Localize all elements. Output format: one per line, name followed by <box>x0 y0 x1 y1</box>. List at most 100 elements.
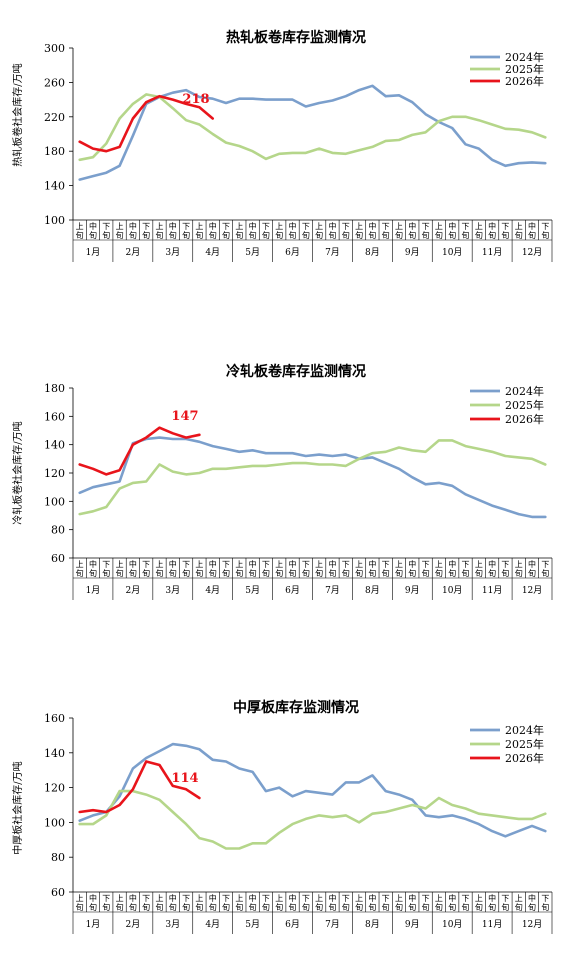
x-tick-label-xun: 中 <box>129 893 137 903</box>
x-tick-label-xun: 上 <box>475 560 483 569</box>
x-tick-label-xun: 中 <box>368 559 376 569</box>
x-tick-label-month: 1月 <box>86 919 101 930</box>
x-tick-label-xun: 旬 <box>515 230 523 240</box>
x-tick-label-xun: 上 <box>475 894 483 903</box>
x-tick-label-xun: 旬 <box>541 230 549 240</box>
x-tick-label-xun: 下 <box>222 894 230 903</box>
x-tick-label-xun: 上 <box>235 222 243 231</box>
y-tick-label: 80 <box>51 851 65 864</box>
x-tick-label-month: 8月 <box>365 585 380 596</box>
x-tick-label-xun: 中 <box>488 893 496 903</box>
x-tick-label-xun: 旬 <box>355 568 363 578</box>
x-tick-label-xun: 旬 <box>355 230 363 240</box>
x-tick-label-month: 8月 <box>365 919 380 930</box>
x-tick-label-xun: 旬 <box>235 568 243 578</box>
x-tick-label-xun: 旬 <box>102 230 110 240</box>
x-tick-label-month: 7月 <box>325 247 340 258</box>
x-tick-label-xun: 旬 <box>355 902 363 912</box>
x-tick-label-xun: 旬 <box>395 568 403 578</box>
x-tick-label-xun: 旬 <box>315 568 323 578</box>
x-tick-label-xun: 上 <box>395 894 403 903</box>
x-tick-label-xun: 旬 <box>342 230 350 240</box>
x-tick-label-month: 6月 <box>285 585 300 596</box>
x-tick-label-xun: 旬 <box>195 902 203 912</box>
legend-label-2024: 2024年 <box>505 384 544 398</box>
x-tick-label-xun: 中 <box>289 559 297 569</box>
x-tick-label-xun: 旬 <box>182 230 190 240</box>
x-tick-label-xun: 旬 <box>462 230 470 240</box>
series-line-2025 <box>78 789 547 850</box>
x-tick-label-xun: 旬 <box>395 902 403 912</box>
x-tick-label-xun: 下 <box>142 560 150 569</box>
y-tick-label: 100 <box>44 214 65 227</box>
x-tick-label-xun: 上 <box>76 222 84 231</box>
y-tick-label: 120 <box>44 467 65 480</box>
x-tick-label-xun: 上 <box>515 222 523 231</box>
x-tick-label-xun: 下 <box>541 894 549 903</box>
y-tick-label: 300 <box>44 42 65 55</box>
x-tick-label-month: 4月 <box>205 919 220 930</box>
x-tick-label-xun: 旬 <box>488 568 496 578</box>
x-tick-label-xun: 旬 <box>541 902 549 912</box>
x-tick-label-month: 5月 <box>245 585 260 596</box>
x-tick-label-month: 12月 <box>522 247 542 258</box>
x-tick-label-xun: 旬 <box>528 902 536 912</box>
x-tick-label-xun: 中 <box>249 221 257 231</box>
x-tick-label-xun: 下 <box>102 560 110 569</box>
x-tick-label-xun: 旬 <box>475 230 483 240</box>
x-tick-label-xun: 上 <box>395 560 403 569</box>
series-line-2025 <box>78 439 547 516</box>
x-tick-label-xun: 旬 <box>102 902 110 912</box>
x-tick-label-xun: 旬 <box>209 230 217 240</box>
x-tick-label-xun: 旬 <box>515 902 523 912</box>
series-line-2024 <box>78 742 547 838</box>
y-tick-label: 180 <box>44 145 65 158</box>
x-tick-label-xun: 旬 <box>408 230 416 240</box>
x-tick-label-xun: 中 <box>328 221 336 231</box>
x-tick-label-month: 10月 <box>442 585 462 596</box>
x-tick-label-xun: 旬 <box>368 230 376 240</box>
x-tick-label-xun: 旬 <box>129 230 137 240</box>
x-tick-label-xun: 中 <box>289 893 297 903</box>
x-tick-label-xun: 旬 <box>528 230 536 240</box>
x-tick-label-xun: 旬 <box>368 902 376 912</box>
x-tick-label-xun: 中 <box>528 221 536 231</box>
x-tick-label-xun: 中 <box>408 221 416 231</box>
x-tick-label-xun: 旬 <box>315 902 323 912</box>
x-tick-label-xun: 旬 <box>76 568 84 578</box>
x-tick-label-xun: 旬 <box>155 902 163 912</box>
y-tick-label: 100 <box>44 495 65 508</box>
legend-label-2024: 2024年 <box>505 723 544 737</box>
x-tick-label-xun: 下 <box>262 894 270 903</box>
end-value-label: 114 <box>171 771 198 786</box>
x-tick-label-xun: 旬 <box>249 568 257 578</box>
x-tick-label-xun: 旬 <box>155 230 163 240</box>
x-tick-label-xun: 旬 <box>289 902 297 912</box>
x-tick-label-xun: 旬 <box>89 230 97 240</box>
medium-plate-chart: 中厚板库存监测情况中厚板社会库存/万吨6080100120140160上旬中旬下… <box>11 699 553 934</box>
x-tick-label-month: 2月 <box>126 919 141 930</box>
x-tick-label-xun: 中 <box>448 221 456 231</box>
x-tick-label-xun: 上 <box>195 222 203 231</box>
legend-label-2025: 2025年 <box>505 398 544 412</box>
x-tick-label-xun: 中 <box>289 221 297 231</box>
y-tick-label: 180 <box>44 382 65 395</box>
x-tick-label-xun: 上 <box>355 894 363 903</box>
y-tick-label: 100 <box>44 816 65 829</box>
x-tick-label-xun: 上 <box>155 222 163 231</box>
x-tick-label-month: 7月 <box>325 919 340 930</box>
x-tick-label-month: 6月 <box>285 919 300 930</box>
end-value-label: 218 <box>182 92 209 107</box>
x-tick-label-xun: 旬 <box>262 568 270 578</box>
x-tick-label-xun: 旬 <box>155 568 163 578</box>
y-axis-label: 冷轧板卷社会库存/万吨 <box>11 421 24 524</box>
series-line-2026 <box>78 760 201 814</box>
x-tick-label-month: 11月 <box>482 919 502 930</box>
x-tick-label-xun: 上 <box>315 894 323 903</box>
x-tick-label-xun: 旬 <box>195 230 203 240</box>
x-tick-label-xun: 旬 <box>462 902 470 912</box>
x-tick-label-xun: 旬 <box>76 230 84 240</box>
x-tick-label-month: 4月 <box>205 247 220 258</box>
x-tick-label-xun: 旬 <box>289 230 297 240</box>
legend-label-2025: 2025年 <box>505 62 544 76</box>
